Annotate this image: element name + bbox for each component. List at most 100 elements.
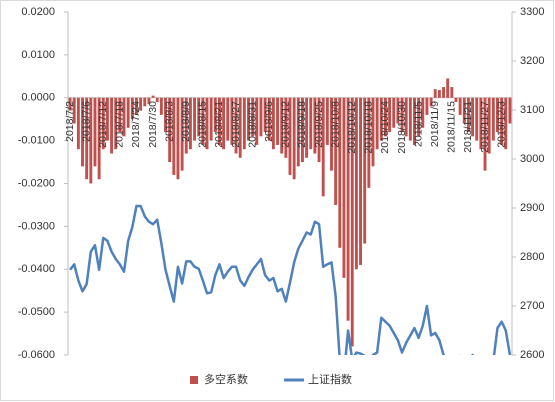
bar	[483, 97, 487, 171]
bar	[114, 97, 118, 150]
bar	[379, 97, 383, 141]
line-group	[69, 204, 512, 355]
bar	[76, 97, 80, 150]
bar	[433, 89, 437, 98]
bar	[184, 97, 188, 154]
bar	[408, 97, 412, 141]
bar	[450, 87, 454, 98]
bar	[421, 97, 425, 128]
bar	[205, 97, 209, 150]
bar	[130, 97, 134, 120]
bar	[371, 97, 375, 167]
x-tick-label: 2018/7/12	[97, 101, 109, 148]
bar	[126, 97, 130, 128]
bar	[375, 97, 379, 150]
bar	[251, 97, 255, 137]
bar	[72, 97, 76, 124]
y2-tick-label: 3200	[520, 55, 544, 67]
bar	[280, 97, 284, 154]
bar	[147, 97, 151, 105]
x-tick-label: 2018/11/21	[462, 101, 474, 153]
bar	[188, 97, 192, 150]
x-tick-label: 2018/11/15	[446, 101, 458, 153]
bar	[180, 97, 184, 171]
bar	[276, 97, 280, 145]
bar	[143, 97, 147, 107]
bar	[226, 97, 230, 141]
bar	[487, 97, 491, 154]
bar	[213, 97, 217, 133]
bar	[446, 78, 450, 98]
bar	[317, 97, 321, 163]
bar	[172, 97, 176, 175]
bar	[159, 97, 163, 115]
bar	[193, 97, 197, 141]
bar	[388, 97, 392, 133]
bar	[222, 97, 226, 150]
bar	[242, 97, 246, 150]
bar	[458, 97, 462, 115]
bar	[201, 97, 205, 145]
y2-tick-label: 2800	[520, 251, 544, 263]
bar	[259, 97, 263, 137]
x-tick-label: 2018/8/3	[163, 101, 175, 142]
bar	[176, 97, 180, 180]
bar	[400, 97, 404, 133]
bar	[442, 87, 445, 98]
bar	[413, 97, 416, 145]
x-tick-label: 2018/8/21	[213, 101, 225, 148]
x-tick-label: 2018/10/8	[329, 101, 341, 148]
bar	[425, 97, 429, 115]
bar	[359, 97, 362, 265]
bar	[363, 97, 367, 244]
x-tick-label: 2018/7/24	[130, 101, 142, 148]
y2-tick-label: 2700	[520, 300, 544, 312]
y-tick-label: 0.0200	[21, 6, 55, 18]
bar	[89, 97, 93, 184]
bar	[338, 97, 342, 248]
bar	[247, 97, 250, 141]
x-tick-label: 2018/10/30	[396, 101, 408, 154]
bar	[496, 97, 499, 133]
bar	[263, 97, 267, 133]
legend-label: 多空系数	[204, 372, 248, 386]
bar	[68, 97, 72, 111]
bar	[218, 97, 221, 145]
bar	[234, 97, 238, 154]
x-tick-label: 2018/7/6	[80, 101, 92, 142]
bar	[321, 97, 325, 197]
bar	[500, 97, 504, 145]
bar	[85, 97, 89, 180]
bar	[288, 97, 292, 175]
y-tick-label: -0.0200	[18, 177, 55, 189]
bar	[396, 97, 400, 124]
bar	[230, 97, 234, 145]
bar	[271, 97, 275, 150]
x-tick-label: 2018/8/9	[180, 101, 192, 142]
y-tick-label: -0.0300	[18, 220, 55, 232]
x-tick-label: 2018/11/5	[412, 101, 424, 147]
bar	[354, 97, 358, 270]
x-tick-label: 2018/10/18	[363, 101, 375, 154]
y-tick-label: 0.0100	[21, 49, 55, 61]
y-tick-label: -0.0500	[18, 306, 55, 318]
bar	[164, 97, 167, 133]
bar	[462, 97, 466, 124]
bar	[122, 97, 126, 137]
bar	[417, 97, 421, 137]
bar	[118, 97, 122, 133]
bar	[284, 97, 288, 158]
bar	[454, 97, 458, 103]
bar	[392, 97, 396, 128]
y2-tick-label: 3100	[520, 104, 544, 116]
x-tick-label: 2018/10/24	[379, 101, 391, 154]
x-tick-label: 2018/8/31	[246, 101, 258, 148]
bar	[238, 97, 242, 158]
bar	[350, 97, 354, 347]
x-tick-label: 2018/9/6	[263, 101, 275, 142]
bar	[475, 97, 479, 141]
legend-label: 上证指数	[308, 372, 352, 386]
bar	[155, 97, 159, 103]
bar	[367, 97, 371, 188]
